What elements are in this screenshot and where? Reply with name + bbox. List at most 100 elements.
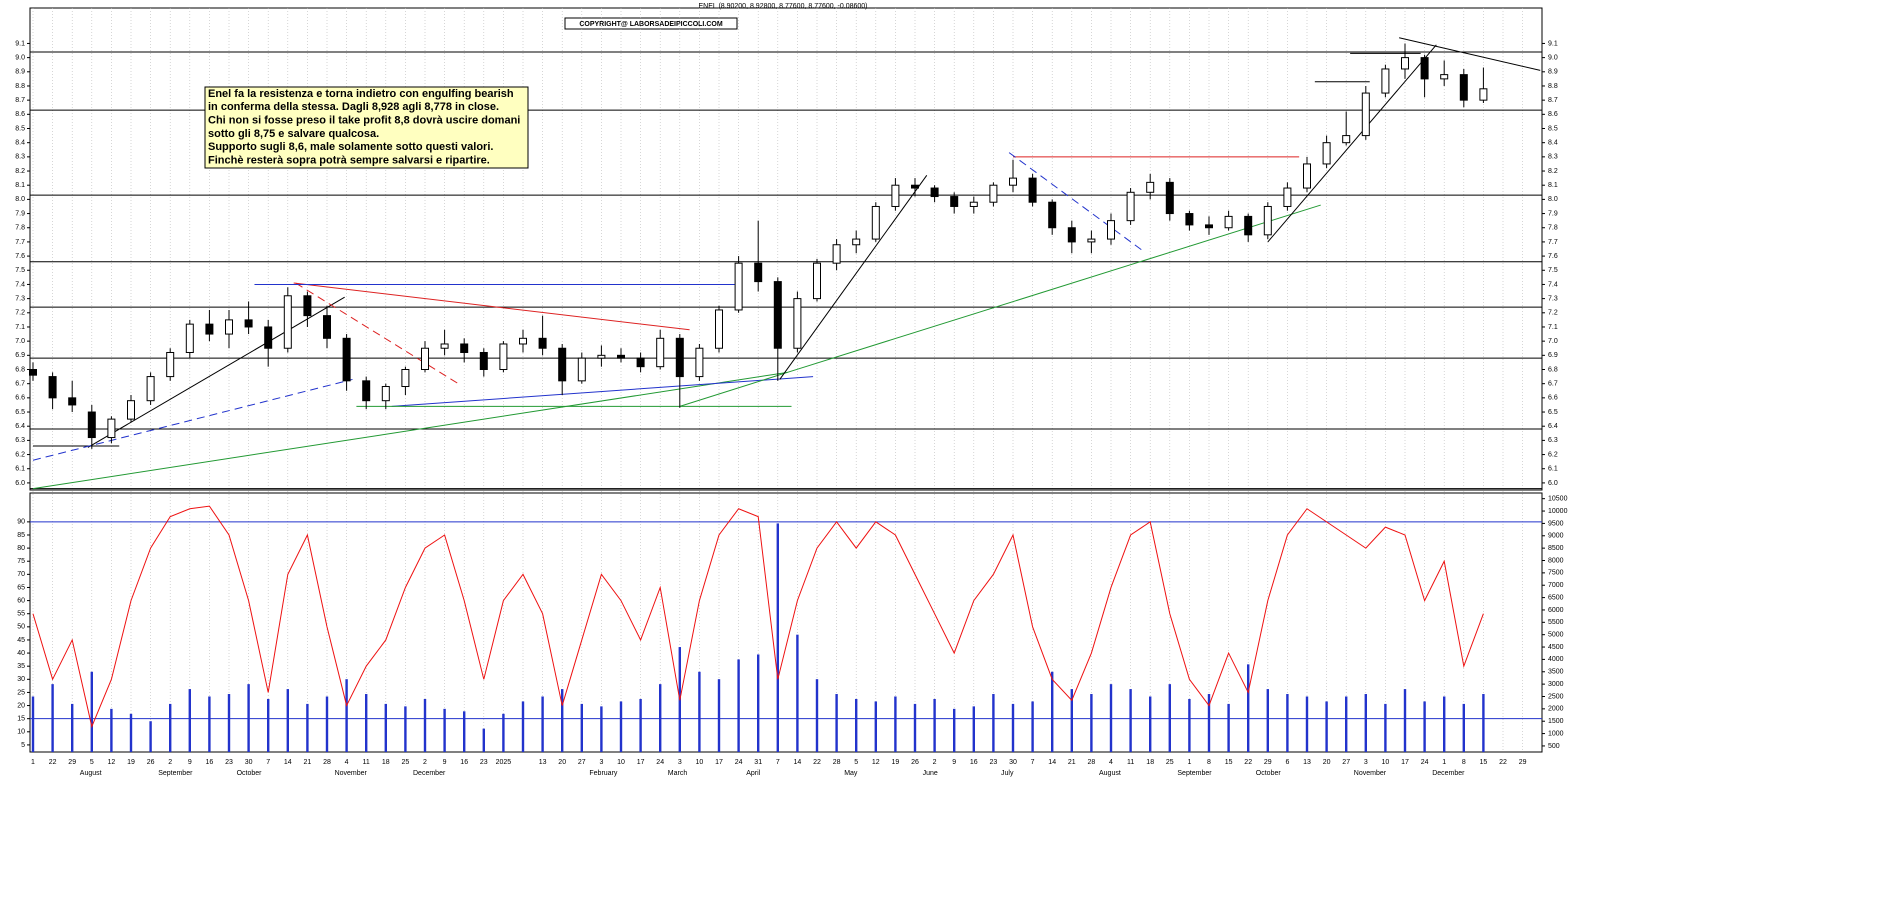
x-tick-label: 1 <box>1442 759 1446 766</box>
y-tick-label-right: 9.1 <box>1548 40 1558 47</box>
x-tick-label: 5 <box>854 759 858 766</box>
volume-bar <box>1109 684 1113 752</box>
indicator-line <box>32 505 1484 729</box>
y-tick-label: 7.9 <box>15 210 25 217</box>
candle-body <box>1440 74 1449 80</box>
y-tick-label: 6.0 <box>15 480 25 487</box>
y-tick-label-right: 7.7 <box>1548 239 1558 246</box>
y2-tick-label: 8000 <box>1548 557 1564 564</box>
x-tick-label: 14 <box>794 759 802 766</box>
x-tick-label: 12 <box>872 759 880 766</box>
y-tick-label: 7.2 <box>15 310 25 317</box>
x-tick-label: 21 <box>304 759 312 766</box>
candle-body <box>303 295 312 317</box>
x-tick-label: 1 <box>31 759 35 766</box>
y-tick-label: 6.6 <box>15 395 25 402</box>
x-tick-label: 13 <box>539 759 547 766</box>
candle-body <box>1401 57 1409 70</box>
y-tick-label-right: 8.0 <box>1548 196 1558 203</box>
volume-bar <box>933 698 936 752</box>
candle-body <box>773 281 782 349</box>
x-tick-label: 20 <box>1323 759 1331 766</box>
volume-bar <box>1423 701 1426 752</box>
y-tick-label: 30 <box>17 676 25 683</box>
x-tick-label: 27 <box>578 759 586 766</box>
x-tick-label: 6 <box>1285 759 1289 766</box>
x-tick-label: 8 <box>1207 759 1211 766</box>
trendline <box>779 174 928 380</box>
candle-body <box>146 376 155 402</box>
candle-body <box>734 262 743 311</box>
x-tick-label: 26 <box>147 759 155 766</box>
candle-body <box>1048 201 1057 229</box>
candle-body <box>381 386 390 402</box>
candle-body <box>225 319 233 335</box>
y-tick-label: 60 <box>17 597 25 604</box>
volume-bar <box>169 703 172 752</box>
volume-bar <box>325 696 329 752</box>
candle-body <box>813 262 821 300</box>
y-tick-label: 75 <box>17 558 25 565</box>
x-tick-label: 29 <box>1519 759 1527 766</box>
candle-body <box>538 337 547 349</box>
month-label: November <box>1354 770 1387 777</box>
y-tick-label: 6.4 <box>15 423 25 430</box>
volume-bar <box>345 679 348 752</box>
y-tick-label-right: 8.6 <box>1548 111 1558 118</box>
trendline <box>1008 152 1145 253</box>
y2-tick-label: 6500 <box>1548 594 1564 601</box>
volume-bar <box>286 689 289 752</box>
candle-body <box>617 354 625 359</box>
x-tick-label: 19 <box>127 759 135 766</box>
x-tick-label: 16 <box>970 759 978 766</box>
x-tick-label: 21 <box>1068 759 1076 766</box>
candle-body <box>1205 224 1213 229</box>
volume-bar <box>717 679 721 752</box>
candle-body <box>1283 187 1292 207</box>
candle-body <box>911 184 919 189</box>
volume-bar <box>1149 696 1152 752</box>
y-tick-label-right: 6.3 <box>1548 437 1558 444</box>
candle-body <box>1067 227 1076 243</box>
candle-body <box>1028 177 1037 203</box>
y-tick-label-right: 7.1 <box>1548 324 1558 331</box>
x-tick-label: 16 <box>460 759 468 766</box>
y-tick-label-right: 6.7 <box>1548 381 1558 388</box>
volume-bar <box>1031 701 1034 752</box>
x-tick-label: 28 <box>833 759 841 766</box>
candle-body <box>1165 181 1174 215</box>
copyright: COPYRIGHT@ LABORSADEIPICCOLI.COM <box>579 21 722 28</box>
y2-tick-label: 5500 <box>1548 619 1564 626</box>
y2-tick-label: 10000 <box>1548 508 1568 515</box>
x-tick-label: 10 <box>1382 759 1390 766</box>
x-tick-label: 22 <box>1244 759 1252 766</box>
month-label: March <box>668 770 688 777</box>
candle-body <box>185 323 194 353</box>
y-tick-label: 6.2 <box>15 451 25 458</box>
x-tick-label: 14 <box>284 759 292 766</box>
month-label: April <box>746 770 760 777</box>
y-tick-label: 7.8 <box>15 225 25 232</box>
volume-bar <box>1011 703 1015 752</box>
month-label: September <box>1177 770 1212 777</box>
month-label: November <box>335 770 368 777</box>
volume-bar <box>149 721 152 752</box>
x-tick-label: 7 <box>266 759 270 766</box>
x-tick-label: 4 <box>1109 759 1113 766</box>
volume-bar <box>1443 696 1446 752</box>
y-tick-label-right: 6.9 <box>1548 352 1558 359</box>
x-tick-label: 24 <box>1421 759 1429 766</box>
volume-bar <box>1482 694 1485 752</box>
x-tick-label: 25 <box>402 759 410 766</box>
volume-bar <box>1051 671 1054 752</box>
volume-bar <box>1345 696 1348 752</box>
y2-tick-label: 3500 <box>1548 669 1564 676</box>
volume-bar <box>815 679 819 752</box>
x-tick-label: 13 <box>1303 759 1311 766</box>
volume-bar <box>365 694 368 752</box>
y-tick-label: 8.1 <box>15 182 25 189</box>
annotation-line: in conferma della stessa. Dagli 8,928 ag… <box>208 101 499 113</box>
x-tick-label: 12 <box>108 759 116 766</box>
candle-body <box>715 309 723 349</box>
